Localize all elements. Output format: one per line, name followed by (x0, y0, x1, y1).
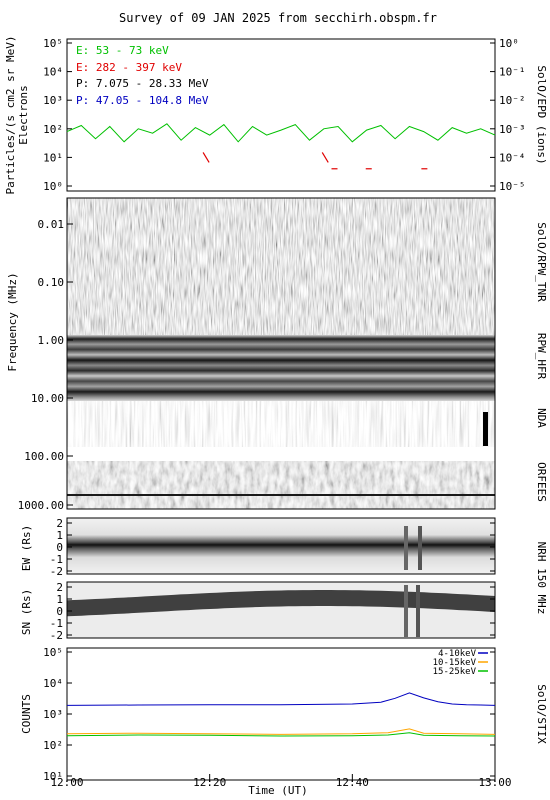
stix-tick-label: 10¹ (43, 770, 63, 783)
epd-series-e-low (66, 123, 496, 143)
nda-spectrogram (67, 401, 495, 447)
stix-series-2 (66, 728, 496, 735)
nrh-ew-ticks: 210-1-2 (50, 517, 495, 578)
nda-gap (67, 447, 495, 461)
spectro-tick-label: 10.00 (31, 392, 64, 405)
nrh-tick-label: -1 (50, 617, 63, 630)
epd-right-tick-label: 10⁻³ (499, 123, 526, 136)
stix-tick-label: 10³ (43, 708, 63, 721)
stix-series-1 (66, 692, 496, 706)
nrh-sn-ticks: 210-1-2 (50, 581, 495, 642)
spectro-tick-label: 1.00 (38, 334, 65, 347)
nrh-sn-frame (66, 581, 496, 639)
epd-left-tick-label: 10⁰ (43, 180, 63, 193)
spectro-tick-label: 0.10 (38, 276, 65, 289)
nrh-right-label: NRH 150 MHz (535, 542, 548, 615)
epd-right-tick-label: 10⁰ (499, 37, 519, 50)
epd-point-e-high (321, 152, 329, 163)
x-tick-label: 12:00 (50, 776, 83, 789)
spectro-tick-label: 100.00 (24, 450, 64, 463)
nrh-tick-label: 0 (56, 605, 63, 618)
epd-legend-1: E: 53 - 73 keV (76, 44, 169, 57)
nrh-tick-label: 2 (56, 581, 63, 594)
spectro-tick-label: 1000.00 (18, 499, 64, 512)
stix-series (66, 692, 496, 737)
epd-legend-4: P: 47.05 - 104.8 MeV (76, 94, 209, 107)
epd-right-ticks: 10⁰ 10⁻¹ 10⁻² 10⁻³ 10⁻⁴ 10⁻⁵ (490, 37, 526, 193)
stix-tick-label: 10⁵ (43, 646, 63, 659)
nrh-tick-label: 1 (56, 593, 63, 606)
orfees-spectrogram (67, 461, 495, 509)
epd-right-tick-label: 10⁻⁴ (499, 151, 526, 164)
spectrogram-frame (66, 197, 496, 510)
epd-left-tick-label: 10⁵ (43, 37, 63, 50)
instrument-label-orfees: ORFEES (535, 462, 548, 502)
epd-legend-2: E: 282 - 397 keV (76, 61, 182, 74)
orfees-line (67, 494, 495, 496)
epd-series (66, 123, 496, 170)
epd-legend-3: P: 7.075 - 28.33 MeV (76, 77, 209, 90)
epd-frame (66, 38, 496, 192)
tnr-spectrogram (67, 198, 495, 335)
spectro-ticks: 0.01 0.10 1.00 10.00 100.00 1000.00 (18, 218, 73, 512)
nrh-ew-frame (66, 517, 496, 575)
spectro-ylabel: Frequency (MHz) (6, 272, 19, 371)
epd-left-tick-label: 10¹ (43, 151, 63, 164)
nrh-sn-event-mark-2 (416, 585, 420, 637)
stix-legend-1: 4-10keV (438, 649, 477, 659)
stix-series-3 (66, 732, 496, 737)
epd-left-ticks: 10⁵ 10⁴ 10³ 10² 10¹ 10⁰ (43, 37, 72, 193)
spectrogram-panel: 0.01 0.10 1.00 10.00 100.00 1000.00 Frequency… (6, 197, 548, 512)
x-tick-label: 12:40 (336, 776, 369, 789)
epd-left-tick-label: 10² (43, 123, 63, 136)
stix-legend: 4-10keV 10-15keV 15-25keV (433, 649, 488, 677)
epd-right-tick-label: 10⁻¹ (499, 66, 526, 79)
nrh-ew-image (67, 518, 495, 574)
nrh-ew-label: EW (Rs) (20, 525, 33, 571)
nrh-sn-band (66, 590, 496, 617)
stix-ticks: 10⁵ 10⁴ 10³ 10² 10¹ (43, 646, 495, 783)
hfr-spectrogram (67, 335, 495, 401)
nrh-ew-panel: 210-1-2 EW (Rs) (20, 517, 496, 578)
epd-right-label: SolO/EPD (ions) (535, 65, 548, 164)
epd-ylabel-2: Electrons (17, 85, 30, 145)
nrh-tick-label: -2 (50, 629, 63, 642)
x-axis-label: Time (UT) (248, 784, 308, 797)
nda-burst-mark (483, 412, 488, 446)
x-tick-label: 12:20 (193, 776, 226, 789)
nrh-tick-label: 1 (56, 529, 63, 542)
x-tick-label: 13:00 (478, 776, 511, 789)
nrh-ew-event-mark-2 (418, 526, 422, 570)
epd-left-tick-label: 10³ (43, 94, 63, 107)
nrh-sn-event-mark-1 (404, 585, 408, 637)
instrument-label-tnr: SolO/RPW_TNR (535, 222, 548, 302)
epd-ylabel-1: Particles/(s cm2 sr MeV) (4, 36, 17, 195)
stix-right-label: SolO/STIX (535, 684, 548, 744)
epd-left-tick-label: 10⁴ (43, 66, 63, 79)
nrh-tick-label: 0 (56, 541, 63, 554)
epd-point-e-high (202, 152, 210, 163)
nrh-ew-event-mark-1 (404, 526, 408, 570)
stix-legend-3: 15-25keV (433, 667, 477, 677)
stix-ylabel: COUNTS (20, 694, 33, 734)
stix-frame (66, 647, 496, 781)
instrument-label-hfr: RPW_HFR (535, 333, 548, 380)
spectro-tick-label: 0.01 (38, 218, 65, 231)
stix-tick-label: 10⁴ (43, 677, 63, 690)
x-axis-ticks: 12:00 12:20 12:40 13:00 (50, 774, 512, 789)
nrh-tick-label: -2 (50, 565, 63, 578)
nrh-tick-label: -1 (50, 553, 63, 566)
figure-title: Survey of 09 JAN 2025 from secchirh.obsp… (119, 11, 437, 25)
epd-right-tick-label: 10⁻² (499, 94, 526, 107)
nrh-sn-panel: 210-1-2 SN (Rs) NRH 150 MHz (20, 542, 548, 642)
nrh-sn-label: SN (Rs) (20, 589, 33, 635)
stix-panel: 10⁵ 10⁴ 10³ 10² 10¹ 4-10keV 10-15keV 15-25ke… (20, 646, 548, 783)
nrh-tick-label: 2 (56, 517, 63, 530)
stix-legend-2: 10-15keV (433, 658, 477, 668)
epd-right-tick-label: 10⁻⁵ (499, 180, 526, 193)
stix-tick-label: 10² (43, 739, 63, 752)
instrument-label-nda: NDA (535, 408, 548, 428)
